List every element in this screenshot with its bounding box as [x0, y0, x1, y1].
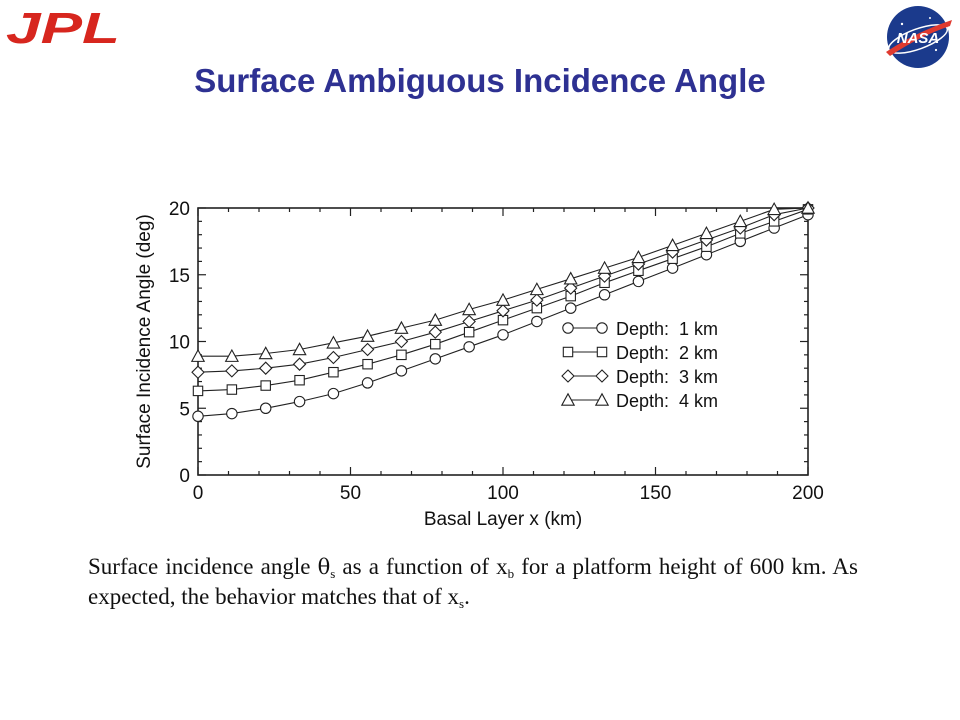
x-tick-label: 150 [640, 483, 672, 504]
series-1-point [463, 341, 475, 353]
series-4-point [428, 312, 443, 326]
slide-title: Surface Ambiguous Incidence Angle [194, 62, 766, 99]
series-1-point [429, 353, 442, 365]
caption-text-1: Surface incidence angle [88, 554, 318, 579]
series-4-point [631, 250, 646, 264]
y-tick-label: 15 [169, 266, 190, 287]
series-1-point [395, 365, 408, 377]
jpl-logo: JPL [6, 6, 120, 48]
series-4-point [190, 348, 206, 362]
y-tick-label: 0 [179, 466, 190, 487]
xs-subscript: s [459, 596, 465, 611]
series-2-point [396, 349, 407, 361]
series-4-point [292, 342, 307, 356]
incidence-angle-chart: 0 50 100 150 200 0 5 10 15 20 Basal Layer x (km) Su… [134, 199, 824, 530]
series-4-point [495, 292, 511, 306]
series-4-point [665, 238, 680, 252]
caption-text-2: as a function of x [335, 554, 508, 579]
caption-text-4: . [464, 584, 470, 609]
legend-marker [562, 322, 574, 334]
theta-subscript: s [330, 566, 336, 581]
nasa-logo: NASA [886, 6, 952, 68]
legend-label: Depth: 2 km [616, 343, 718, 363]
series-1-point [226, 407, 238, 420]
y-tick-label: 20 [169, 199, 190, 220]
series-3-point [360, 342, 375, 357]
y-tick-label: 5 [179, 399, 190, 420]
y-tick-label: 10 [169, 333, 190, 354]
legend-marker [596, 322, 608, 334]
series-4-point [394, 320, 409, 334]
series-4-point [563, 271, 578, 285]
x-tick-label: 50 [340, 483, 361, 504]
series-1-point [327, 387, 340, 400]
series-4-point [800, 200, 816, 214]
series-1-point [259, 402, 272, 415]
series-3-point [428, 325, 443, 339]
legend-label: Depth: 3 km [616, 367, 718, 387]
nasa-logo-text: NASA [897, 30, 940, 47]
series-3-point [258, 361, 273, 375]
jpl-logo-text: JPL [6, 6, 120, 48]
series-4-point [462, 302, 477, 316]
series-2-point [463, 326, 475, 338]
series-1-point [497, 329, 509, 341]
series-3-point [394, 334, 409, 349]
series-4-point [258, 346, 273, 360]
legend-label: Depth: 1 km [616, 319, 718, 339]
series-3-point [225, 364, 239, 378]
plot-frame [197, 207, 809, 476]
series-2-point [226, 384, 238, 395]
series-3-point [191, 365, 205, 379]
series-1-point [531, 315, 543, 328]
series-4-point [224, 348, 239, 362]
series-4-point [326, 335, 341, 349]
series-2-point [362, 358, 373, 370]
series-1-point [666, 262, 679, 274]
series-2-point [328, 366, 339, 378]
series-2-point [430, 338, 441, 350]
series-1-point [293, 395, 306, 408]
legend-marker [596, 346, 608, 358]
series-1-point [632, 275, 645, 288]
series-2-point [260, 380, 271, 391]
series-1-point [361, 377, 374, 389]
x-tick-label: 100 [487, 483, 519, 504]
caption: Surface incidence angle θs as a function… [88, 552, 858, 612]
legend-label: Depth: 4 km [616, 391, 718, 411]
series-4-point [767, 201, 782, 216]
series-2-point [192, 385, 204, 397]
x-tick-label: 200 [792, 483, 824, 504]
series-3-point [496, 304, 510, 318]
series-4-point [699, 226, 714, 240]
xb-subscript: b [507, 566, 515, 581]
x-axis-label: Basal Layer x (km) [424, 509, 582, 530]
series-4-point [529, 282, 544, 296]
x-tick-label: 0 [193, 483, 204, 504]
legend-marker [562, 346, 574, 358]
series-3-point [530, 293, 544, 307]
y-axis-label: Surface Incidence Angle (deg) [134, 214, 155, 469]
theta-symbol: θ [317, 555, 331, 579]
caption-text-3: for a platform height of 600 km. As expe… [88, 554, 858, 609]
series-4-point [360, 328, 375, 342]
series-3-point [563, 281, 578, 295]
legend-marker [560, 392, 576, 406]
series-1-point [192, 410, 204, 423]
series-2-point [294, 374, 305, 386]
series-4-point [597, 260, 612, 274]
legend-marker [561, 369, 575, 383]
series-3-point [292, 357, 307, 371]
legend-marker [594, 392, 610, 406]
series-3-point [462, 314, 476, 329]
series-4-point [733, 213, 748, 228]
series-1-point [564, 302, 577, 314]
series-3-point [326, 350, 341, 365]
legend-marker [595, 369, 609, 383]
series-1-point [598, 289, 611, 301]
